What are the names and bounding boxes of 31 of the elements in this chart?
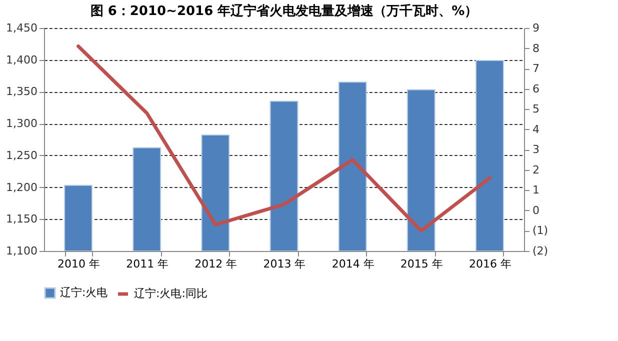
x-tick-label: 2010 年 (58, 258, 100, 270)
y2-tick-label: 3 (532, 143, 540, 156)
y-tick-label: 1,250 (6, 148, 38, 162)
y-tick-label: 1,150 (6, 212, 38, 226)
x-tick-label: 2016 年 (468, 258, 512, 270)
x-tick-label: 2013 年 (263, 258, 306, 270)
legend-label: 辽宁:火电 (60, 286, 108, 299)
legend-label: 辽宁:火电:同比 (134, 287, 208, 300)
y2-tick-label: 1 (532, 184, 540, 197)
y2-tick-label: 9 (532, 22, 540, 34)
y-tick-label: 1,450 (6, 22, 38, 34)
y-tick-label: 1,200 (6, 180, 38, 194)
y2-tick-label: 4 (532, 122, 540, 136)
y-tick-label: 1,400 (6, 53, 38, 66)
y2-tick-label: (1) (532, 224, 548, 238)
x-tick-label: 2012 年 (194, 258, 238, 270)
y2-tick-label: 7 (532, 62, 540, 76)
x-tick-label: 2014 年 (332, 258, 374, 270)
line-series (76, 44, 492, 232)
y2-tick-label: 6 (532, 82, 540, 96)
x-tick-label: 2015 年 (400, 258, 443, 270)
chart-title: 图 6：2010~2016 年辽宁省火电发电量及增速（万千瓦时、%） (90, 3, 478, 19)
y2-tick-label: 8 (532, 42, 540, 55)
x-tick-label: 2011 年 (126, 258, 169, 270)
y-tick-label: 1,300 (6, 117, 38, 130)
y2-tick-label: 5 (532, 102, 540, 116)
y2-tick-label: 0 (532, 204, 540, 217)
y-tick-label: 1,100 (6, 244, 38, 258)
y-tick-label: 1,350 (6, 85, 38, 98)
y2-tick-label: 2 (532, 163, 540, 176)
y2-tick-label: (2) (532, 244, 548, 258)
